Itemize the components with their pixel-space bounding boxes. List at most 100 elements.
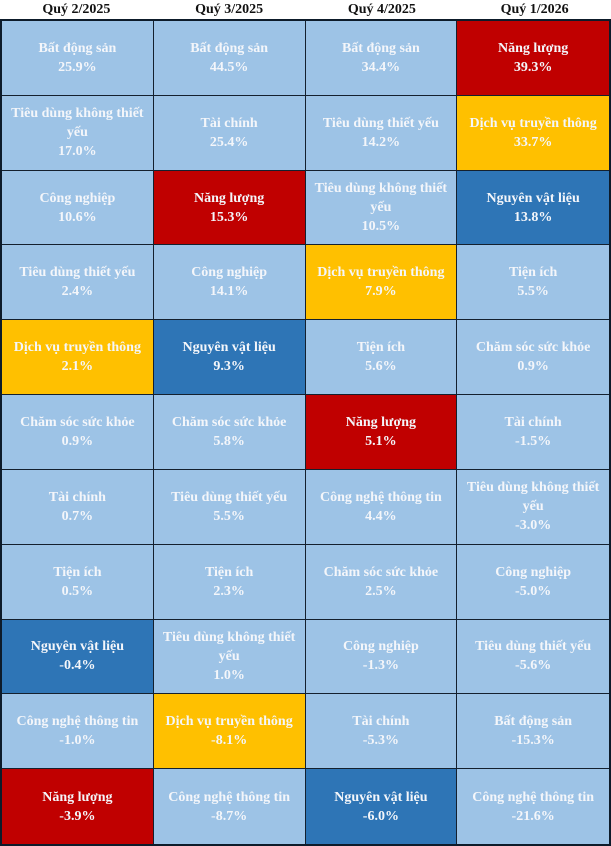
sector-return-value: 5.1% bbox=[365, 433, 397, 449]
sector-return-value: 10.6% bbox=[58, 209, 97, 225]
sector-return-value: 5.8% bbox=[213, 433, 245, 449]
sector-return-value: -8.1% bbox=[211, 733, 248, 749]
sector-return-value: -21.6% bbox=[511, 808, 555, 824]
sector-cell: Tài chính 0.7% bbox=[2, 469, 154, 545]
sector-name: Tiện ích bbox=[53, 564, 102, 580]
sector-name: Tiêu dùng thiết yếu bbox=[19, 265, 136, 281]
sector-return-value: -1.3% bbox=[362, 658, 399, 674]
sector-return-value: 7.9% bbox=[365, 284, 397, 300]
sector-cell: Tiêu dùng không thiết yếu -3.0% bbox=[457, 469, 609, 545]
sector-cell: Chăm sóc sức khỏe 5.8% bbox=[153, 395, 306, 470]
sector-return-value: -3.9% bbox=[59, 808, 96, 824]
sector-cell: Nguyên vật liệu 13.8% bbox=[457, 170, 609, 246]
sector-return-value: -0.4% bbox=[59, 658, 96, 674]
sector-name: Tiêu dùng không thiết yếu bbox=[11, 106, 144, 141]
sector-name: Năng lượng bbox=[42, 789, 113, 805]
sector-return-value: 9.3% bbox=[213, 359, 245, 375]
sector-return-value: 14.2% bbox=[361, 134, 401, 150]
sector-cell: Tiện ích 0.5% bbox=[2, 544, 154, 620]
sector-return-value: -8.7% bbox=[211, 808, 248, 824]
sector-name: Năng lượng bbox=[194, 190, 265, 206]
sector-return-value: -5.0% bbox=[515, 583, 552, 599]
sector-name: Dịch vụ truyền thông bbox=[317, 265, 445, 281]
sector-cell: Tài chính -5.3% bbox=[305, 694, 458, 770]
sector-cell: Năng lượng -3.9% bbox=[2, 769, 154, 844]
sector-return-value: 5.5% bbox=[517, 284, 549, 300]
sector-name: Công nghiệp bbox=[342, 639, 419, 655]
sector-return-value: 2.3% bbox=[213, 583, 245, 599]
header-row: Quý 2/2025 Quý 3/2025 Quý 4/2025 Quý 1/2… bbox=[0, 0, 611, 19]
sector-name: Công nghệ thông tin bbox=[472, 789, 594, 805]
sector-cell: Tiêu dùng thiết yếu 2.4% bbox=[2, 245, 154, 321]
sector-name: Tài chính bbox=[504, 414, 562, 430]
sector-cell: Công nghiệp 14.1% bbox=[153, 245, 306, 321]
sector-cell: Bất động sản 34.4% bbox=[305, 21, 458, 96]
sector-name: Nguyên vật liệu bbox=[182, 340, 276, 356]
sector-cell: Nguyên vật liệu -0.4% bbox=[2, 619, 154, 695]
sector-cell: Nguyên vật liệu 9.3% bbox=[153, 320, 306, 396]
sector-return-value: 39.3% bbox=[513, 59, 553, 75]
sector-cell: Công nghệ thông tin 4.4% bbox=[305, 469, 458, 545]
sector-name: Tiện ích bbox=[204, 564, 254, 580]
sector-return-value: 4.4% bbox=[365, 508, 397, 524]
sector-name: Dịch vụ truyền thông bbox=[13, 340, 141, 356]
ranking-grid: Bất động sản 25.9% Bất động sản 44.5% Bất độ… bbox=[0, 19, 611, 846]
column-header-q2-2025: Quý 2/2025 bbox=[42, 2, 111, 17]
sector-name: Tiện ích bbox=[356, 340, 406, 356]
sector-return-value: 25.9% bbox=[58, 59, 97, 75]
sector-name: Chăm sóc sức khỏe bbox=[171, 414, 287, 430]
sector-name: Tiêu dùng không thiết yếu bbox=[314, 181, 448, 216]
sector-cell: Tiêu dùng không thiết yếu 1.0% bbox=[153, 619, 306, 695]
sector-cell: Tài chính 25.4% bbox=[153, 95, 306, 171]
sector-name: Dịch vụ truyền thông bbox=[165, 714, 293, 730]
sector-return-value: 0.9% bbox=[61, 433, 94, 449]
sector-cell: Năng lượng 5.1% bbox=[305, 395, 458, 470]
sector-name: Chăm sóc sức khỏe bbox=[475, 340, 591, 356]
sector-name: Bất động sản bbox=[38, 40, 117, 56]
sector-return-value: -6.0% bbox=[362, 808, 399, 824]
sector-name: Công nghệ thông tin bbox=[16, 714, 139, 730]
sector-cell: Dịch vụ truyền thông -8.1% bbox=[153, 694, 306, 770]
sector-name: Tài chính bbox=[48, 489, 106, 505]
sector-return-value: 15.3% bbox=[209, 209, 249, 225]
sector-cell: Tiêu dùng không thiết yếu 17.0% bbox=[2, 95, 154, 171]
sector-return-value: 2.4% bbox=[61, 284, 94, 300]
sector-name: Dịch vụ truyền thông bbox=[469, 115, 597, 131]
sector-cell: Công nghệ thông tin -21.6% bbox=[457, 769, 609, 844]
sector-cell: Tiêu dùng thiết yếu 14.2% bbox=[305, 95, 458, 171]
sector-name: Tiêu dùng thiết yếu bbox=[171, 489, 288, 505]
sector-cell: Tiện ích 5.6% bbox=[305, 320, 458, 396]
sector-return-value: 2.5% bbox=[365, 583, 397, 599]
sector-cell: Dịch vụ truyền thông 33.7% bbox=[457, 95, 609, 171]
sector-return-value: 33.7% bbox=[513, 134, 553, 150]
sector-return-value: 44.5% bbox=[209, 59, 249, 75]
column-header-q3-2025: Quý 3/2025 bbox=[195, 2, 264, 17]
sector-cell: Bất động sản 44.5% bbox=[153, 21, 306, 96]
sector-cell: Năng lượng 15.3% bbox=[153, 170, 306, 246]
sector-cell: Bất động sản -15.3% bbox=[457, 694, 609, 770]
sector-cell: Tiêu dùng không thiết yếu 10.5% bbox=[305, 170, 458, 246]
sector-cell: Chăm sóc sức khỏe 0.9% bbox=[2, 395, 154, 470]
sector-return-value: 5.6% bbox=[365, 359, 397, 375]
sector-return-value: 25.4% bbox=[209, 134, 249, 150]
sector-return-value: -3.0% bbox=[515, 518, 552, 534]
sector-name: Công nghiệp bbox=[191, 265, 268, 281]
sector-cell: Công nghiệp -5.0% bbox=[457, 544, 609, 620]
sector-return-value: -15.3% bbox=[511, 733, 555, 749]
sector-cell: Chăm sóc sức khỏe 2.5% bbox=[305, 544, 458, 620]
column-header-q4-2025: Quý 4/2025 bbox=[347, 2, 416, 17]
sector-cell: Tiện ích 5.5% bbox=[457, 245, 609, 321]
sector-cell: Tiêu dùng thiết yếu 5.5% bbox=[153, 469, 306, 545]
sector-cell: Nguyên vật liệu -6.0% bbox=[305, 769, 458, 844]
sector-name: Nguyên vật liệu bbox=[30, 639, 125, 655]
sector-cell: Tiêu dùng thiết yếu -5.6% bbox=[457, 619, 609, 695]
sector-cell: Chăm sóc sức khỏe 0.9% bbox=[457, 320, 609, 396]
column-header-q1-2026: Quý 1/2026 bbox=[500, 2, 569, 17]
sector-name: Bất động sản bbox=[494, 714, 573, 730]
sector-cell: Công nghệ thông tin -1.0% bbox=[2, 694, 154, 770]
sector-cell: Dịch vụ truyền thông 7.9% bbox=[305, 245, 458, 321]
sector-name: Chăm sóc sức khỏe bbox=[323, 564, 439, 580]
sector-return-value: -1.5% bbox=[515, 433, 552, 449]
sector-return-value: 10.5% bbox=[361, 219, 401, 235]
